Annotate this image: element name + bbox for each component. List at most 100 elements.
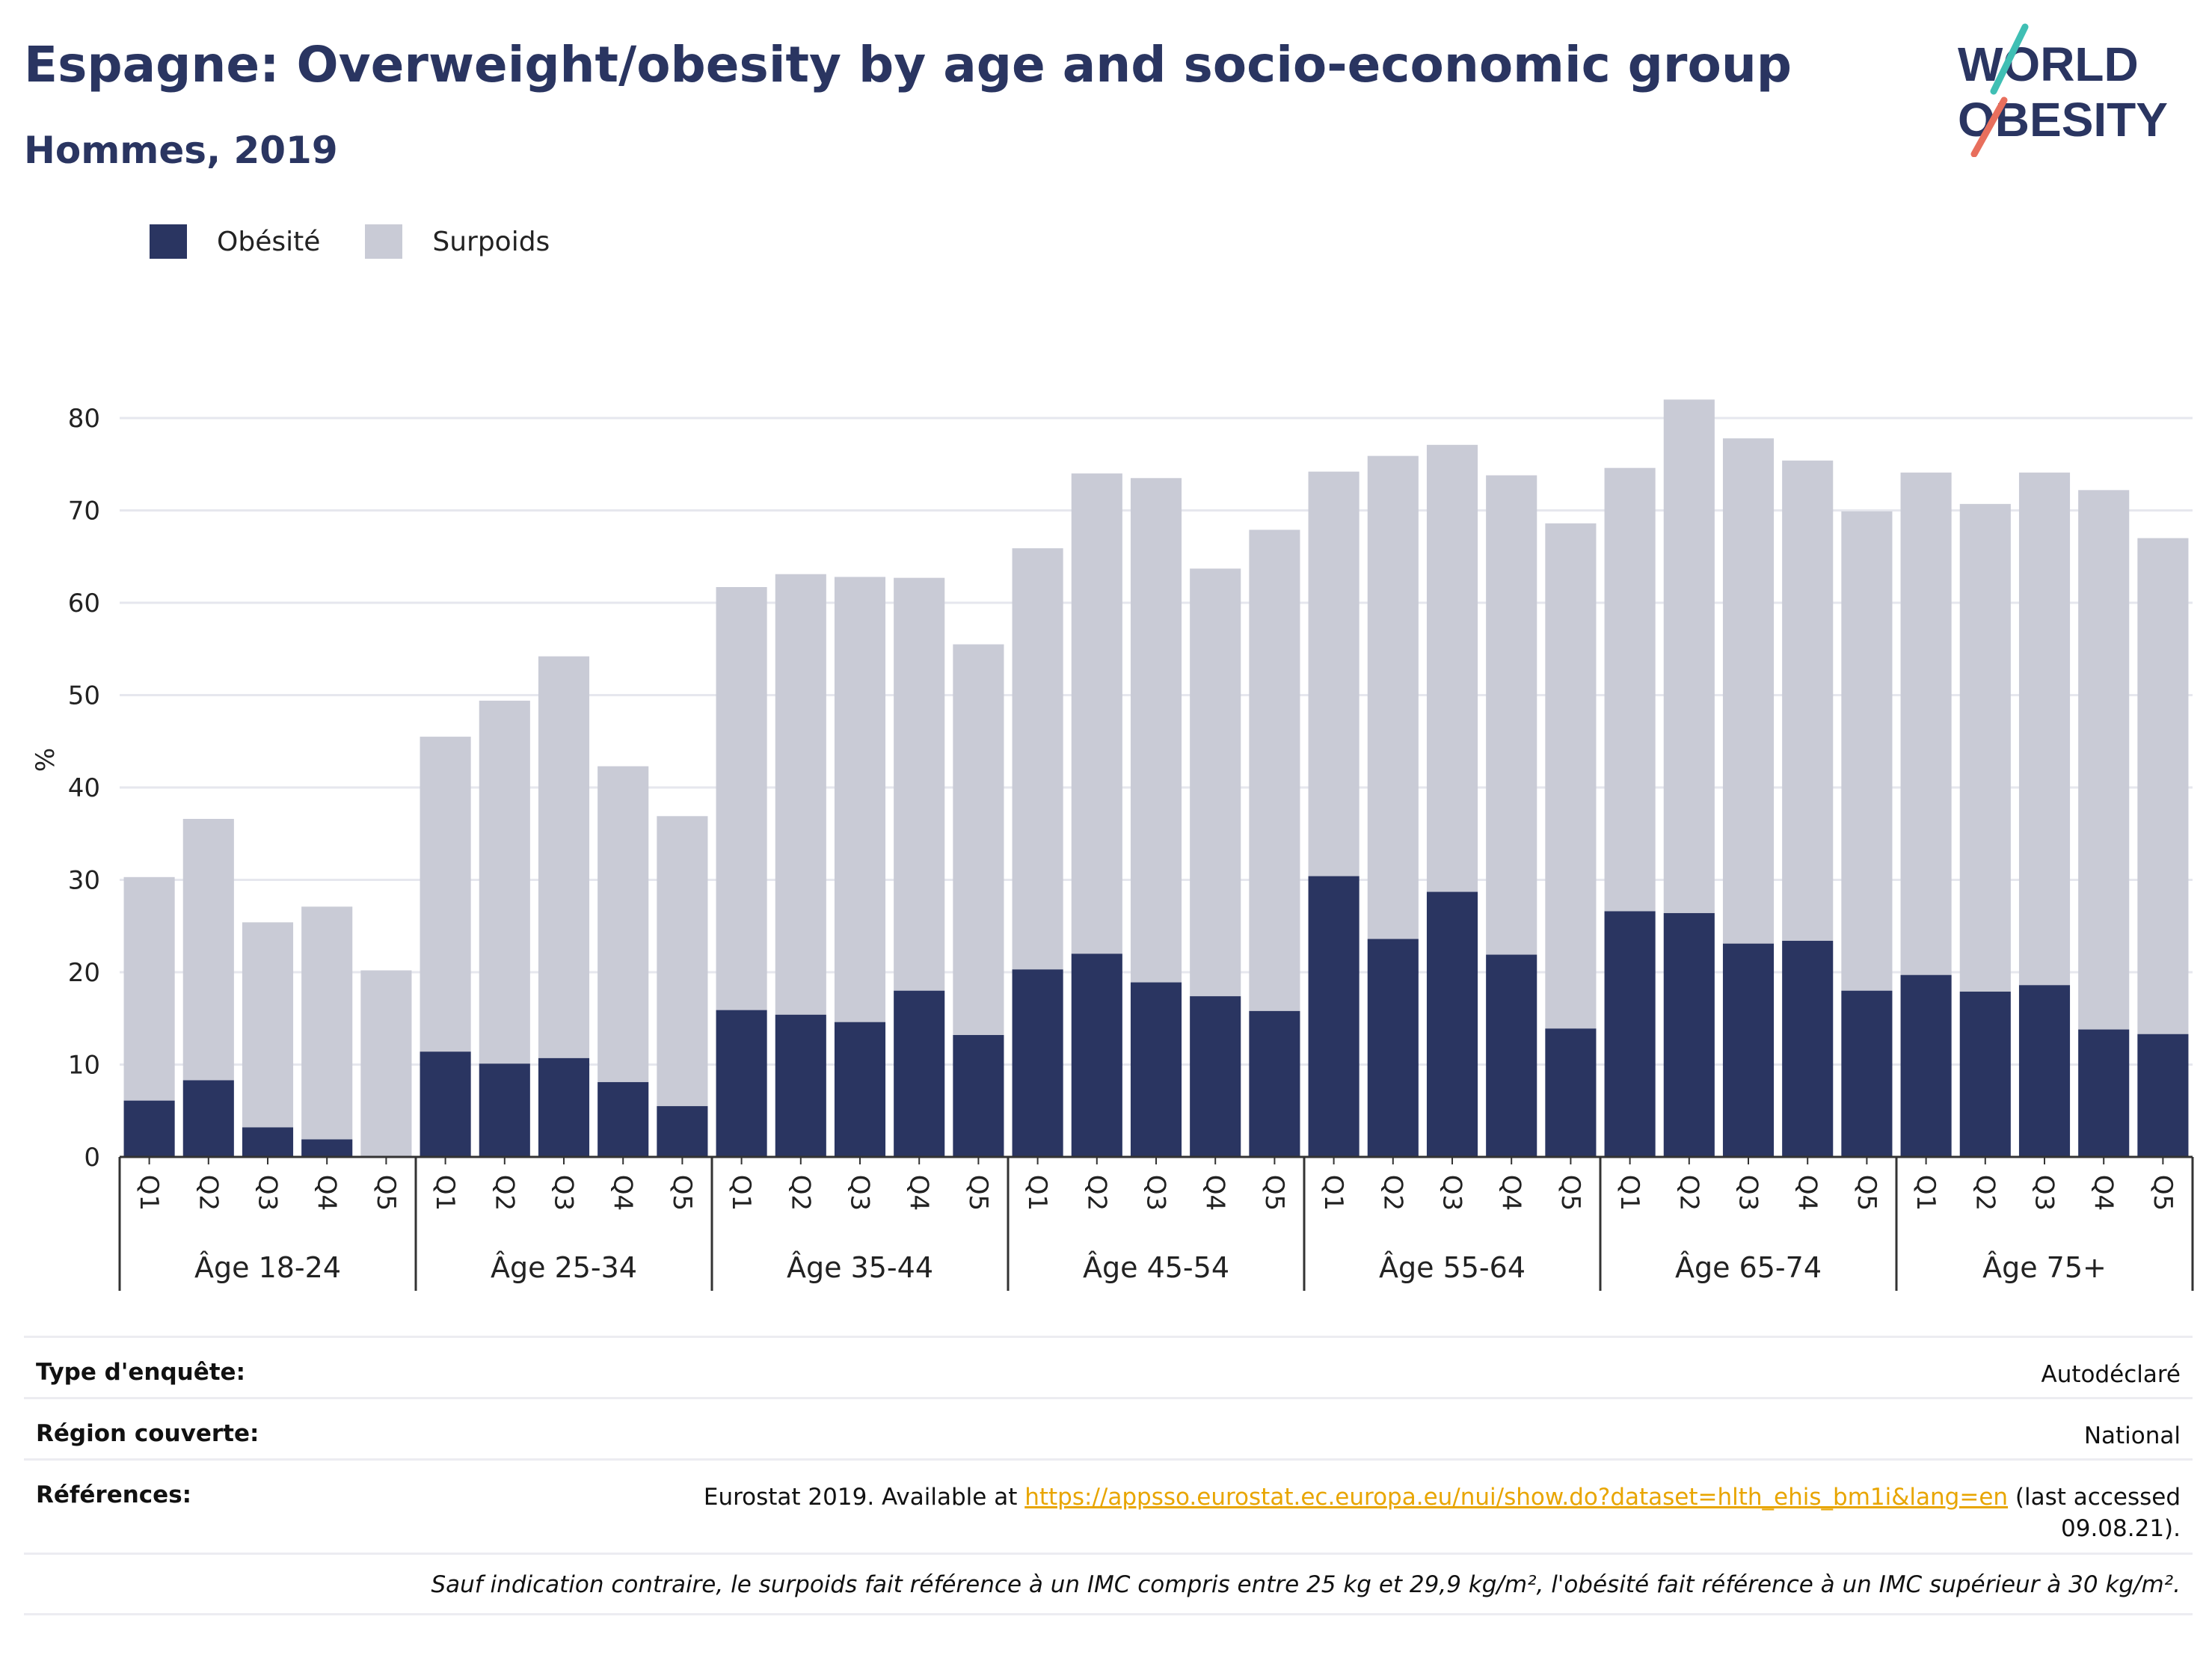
group-label-2: Âge 35-44 xyxy=(787,1251,933,1284)
bar-obesity-3 xyxy=(301,1139,353,1157)
bar-overweight-33 xyxy=(2078,490,2130,1030)
bar-obesity-5 xyxy=(420,1051,471,1157)
bar-obesity-27 xyxy=(1722,943,1775,1157)
survey-type-value: Autodéclaré xyxy=(2041,1361,2181,1388)
bar-overweight-27 xyxy=(1722,438,1775,944)
bar-obesity-28 xyxy=(1782,941,1834,1157)
group-label-1: Âge 25-34 xyxy=(491,1251,637,1284)
bar-obesity-19 xyxy=(1249,1010,1300,1157)
bar-overweight-25 xyxy=(1604,467,1656,912)
references-suffix: (last accessed 09.08.21). xyxy=(2015,1484,2181,1542)
survey-type-label: Type d'enquête: xyxy=(36,1359,245,1386)
definition-note: Sauf indication contraire, le surpoids f… xyxy=(24,1553,2193,1615)
bar-obesity-1 xyxy=(182,1080,234,1157)
x-tick-label-q: Q3 xyxy=(2030,1175,2059,1211)
bar-obesity-11 xyxy=(775,1014,826,1157)
legend-item-overweight[interactable]: Surpoids xyxy=(365,224,550,259)
references-link[interactable]: https://appsso.eurostat.ec.europa.eu/nui… xyxy=(1024,1484,2009,1511)
references-label: Références: xyxy=(36,1481,192,1508)
bar-obesity-24 xyxy=(1545,1028,1597,1157)
bar-obesity-25 xyxy=(1604,911,1656,1157)
group-label-4: Âge 55-64 xyxy=(1379,1251,1526,1284)
legend-item-obesity[interactable]: Obésité xyxy=(150,224,320,259)
bar-overweight-15 xyxy=(1012,548,1063,970)
bar-overweight-30 xyxy=(1900,472,1952,975)
bar-obesity-9 xyxy=(657,1106,708,1157)
world-obesity-logo: WORLD OBESITY xyxy=(1958,23,2168,157)
x-tick-label-q: Q3 xyxy=(253,1175,283,1211)
y-tick-label-60: 60 xyxy=(68,589,100,618)
x-tick-label-q: Q4 xyxy=(608,1175,638,1211)
x-tick-label-q: Q1 xyxy=(1615,1175,1644,1211)
y-tick-label-80: 80 xyxy=(68,404,100,434)
x-tick-label-q: Q4 xyxy=(1496,1175,1526,1211)
bar-overweight-12 xyxy=(834,577,886,1022)
bar-obesity-15 xyxy=(1012,969,1063,1157)
bar-overweight-31 xyxy=(1959,503,2011,992)
x-tick-label-q: Q3 xyxy=(1141,1175,1171,1211)
bar-obesity-6 xyxy=(479,1063,530,1157)
group-label-3: Âge 45-54 xyxy=(1083,1251,1229,1284)
x-tick-label-q: Q4 xyxy=(312,1175,342,1211)
x-tick-label-q: Q5 xyxy=(1852,1175,1881,1211)
legend-swatch-overweight xyxy=(365,224,403,259)
bar-overweight-3 xyxy=(301,906,353,1140)
bar-overweight-7 xyxy=(538,656,590,1058)
x-tick-label-q: Q2 xyxy=(1674,1175,1703,1211)
bar-overweight-13 xyxy=(894,577,945,991)
x-tick-label-q: Q4 xyxy=(1792,1175,1822,1211)
legend-swatch-obesity xyxy=(150,224,187,259)
chart-legend: Obésité Surpoids xyxy=(150,221,595,262)
bar-obesity-2 xyxy=(242,1127,294,1157)
bar-overweight-24 xyxy=(1545,523,1597,1029)
y-tick-label-0: 0 xyxy=(84,1143,100,1173)
y-tick-label-30: 30 xyxy=(68,866,100,896)
x-tick-label-q: Q2 xyxy=(489,1175,519,1211)
x-tick-label-q: Q4 xyxy=(904,1175,934,1211)
x-tick-label-q: Q3 xyxy=(845,1175,875,1211)
meta-row-survey-type: Type d'enquête: Autodéclaré xyxy=(24,1336,2193,1397)
x-tick-label-q: Q1 xyxy=(726,1175,756,1211)
bar-overweight-6 xyxy=(479,700,530,1064)
y-tick-label-50: 50 xyxy=(68,681,100,711)
bar-obesity-7 xyxy=(538,1057,590,1157)
x-tick-label-q: Q1 xyxy=(430,1175,460,1211)
legend-label-overweight: Surpoids xyxy=(432,226,550,257)
bar-overweight-4 xyxy=(360,970,412,1157)
bar-obesity-31 xyxy=(1959,991,2011,1157)
x-tick-label-q: Q1 xyxy=(1022,1175,1052,1211)
region-label: Région couverte: xyxy=(36,1420,259,1447)
chart-title: Espagne: Overweight/obesity by age and s… xyxy=(24,36,1792,93)
bar-overweight-16 xyxy=(1071,473,1122,954)
y-tick-label-10: 10 xyxy=(68,1051,100,1081)
bar-overweight-29 xyxy=(1841,511,1893,991)
bar-overweight-21 xyxy=(1367,455,1419,939)
x-tick-label-q: Q4 xyxy=(1200,1175,1230,1211)
bar-overweight-17 xyxy=(1130,478,1182,983)
bar-overweight-14 xyxy=(953,644,1004,1035)
bar-overweight-28 xyxy=(1782,460,1834,942)
x-tick-label-q: Q5 xyxy=(963,1175,993,1211)
bar-obesity-20 xyxy=(1308,876,1360,1157)
bar-obesity-23 xyxy=(1486,954,1537,1157)
bar-overweight-23 xyxy=(1486,475,1537,955)
x-tick-label-q: Q3 xyxy=(1733,1175,1763,1211)
legend-label-obesity: Obésité xyxy=(217,226,321,257)
bar-overweight-34 xyxy=(2137,538,2189,1034)
bar-obesity-16 xyxy=(1071,954,1122,1157)
bar-overweight-19 xyxy=(1249,529,1300,1011)
y-tick-label-70: 70 xyxy=(68,497,100,526)
bar-overweight-26 xyxy=(1663,399,1715,913)
x-tick-label-q: Q5 xyxy=(1555,1175,1585,1211)
x-tick-label-q: Q2 xyxy=(1970,1175,2000,1211)
bar-obesity-30 xyxy=(1900,974,1952,1157)
bar-overweight-1 xyxy=(182,818,234,1081)
x-tick-label-q: Q5 xyxy=(2148,1175,2178,1211)
references-prefix: Eurostat 2019. Available at xyxy=(703,1484,1018,1511)
logo-line1: WORLD xyxy=(1958,37,2139,91)
stacked-bar-chart: 0 10 20 30 40 50 60 70 80% Q1 Q2 Q3 Q4 Q5 Q1 Q2 Q3 Q4 Q5 Q1… xyxy=(31,399,2194,1291)
x-tick-label-q: Q2 xyxy=(193,1175,223,1211)
bar-obesity-17 xyxy=(1130,982,1182,1157)
bar-obesity-10 xyxy=(716,1010,767,1157)
x-tick-label-q: Q1 xyxy=(134,1175,164,1211)
